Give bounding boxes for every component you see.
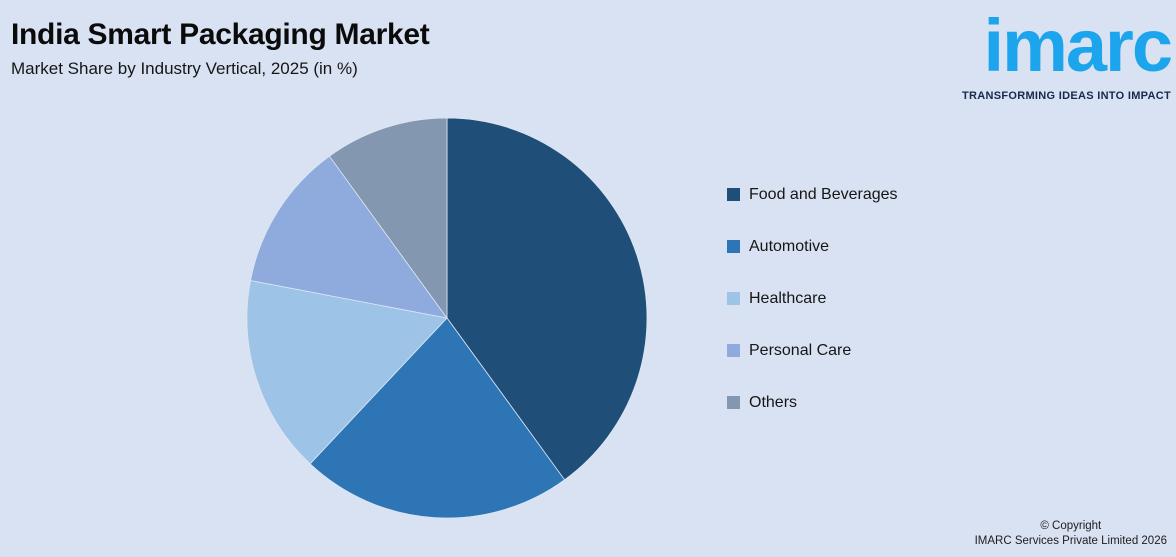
legend: Food and Beverages Automotive Healthcare Pe…: [727, 186, 898, 446]
pie-slice-personal-care: [250, 155, 448, 319]
legend-label: Personal Care: [749, 341, 852, 359]
legend-swatch-icon: [727, 188, 740, 201]
legend-item-others: Others: [727, 394, 898, 411]
legend-item-healthcare: Healthcare: [727, 290, 898, 307]
legend-label: Automotive: [749, 237, 830, 255]
page-title: India Smart Packaging Market: [11, 18, 430, 51]
pie-slice-healthcare: [246, 280, 448, 465]
pie-chart-svg: [246, 117, 648, 519]
legend-swatch-icon: [727, 396, 740, 409]
legend-label: Food and Beverages: [749, 185, 898, 203]
chart-subtitle: Market Share by Industry Vertical, 2025 …: [11, 58, 358, 78]
header: India Smart Packaging Market Market Shar…: [11, 18, 430, 79]
legend-item-personal-care: Personal Care: [727, 342, 898, 359]
pie-slice-food-and-beverages: [446, 117, 648, 481]
pie-slice-automotive: [309, 317, 565, 519]
imarc-logo: imarc TRANSFORMING IDEAS INTO IMPACT: [961, 2, 1173, 102]
copyright-line2: IMARC Services Private Limited 2026: [974, 535, 1167, 548]
imarc-tagline: TRANSFORMING IDEAS INTO IMPACT: [961, 90, 1171, 102]
legend-label: Healthcare: [749, 289, 827, 307]
legend-swatch-icon: [727, 344, 740, 357]
copyright-line1: © Copyright: [1040, 519, 1102, 532]
legend-item-food-and-beverages: Food and Beverages: [727, 186, 898, 203]
pie-slice-others: [329, 117, 448, 319]
legend-item-automotive: Automotive: [727, 238, 898, 255]
pie-chart: [243, 114, 651, 522]
imarc-wordmark: imarc: [983, 4, 1173, 87]
legend-label: Others: [749, 393, 798, 411]
copyright: © Copyright IMARC Services Private Limit…: [975, 519, 1167, 550]
legend-swatch-icon: [727, 240, 740, 253]
legend-swatch-icon: [727, 292, 740, 305]
